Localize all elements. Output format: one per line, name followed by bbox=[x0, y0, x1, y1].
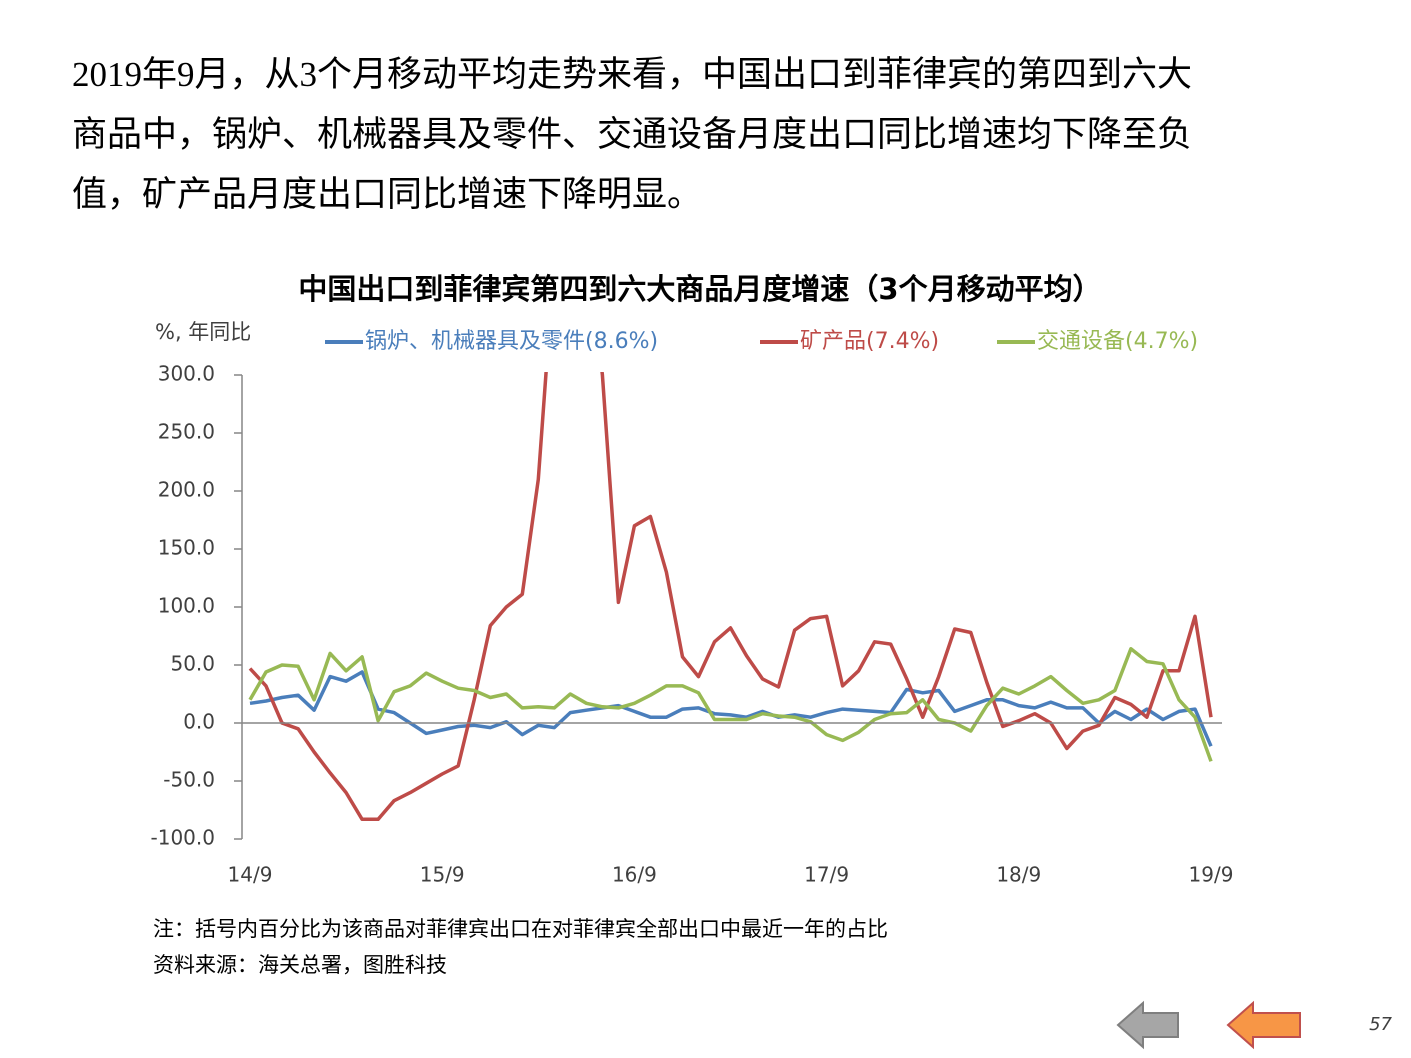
x-tick-label: 14/9 bbox=[228, 863, 273, 887]
y-tick-label: 300.0 bbox=[158, 362, 215, 386]
x-tick-label: 18/9 bbox=[996, 863, 1041, 887]
x-tick-label: 19/9 bbox=[1189, 863, 1234, 887]
y-tick-label: -50.0 bbox=[163, 768, 215, 792]
y-tick-label: 100.0 bbox=[158, 594, 215, 618]
paragraph-line: 商品中，锅炉、机械器具及零件、交通设备月度出口同比增速均下降至负 bbox=[72, 115, 1192, 154]
y-tick-label: 50.0 bbox=[170, 652, 215, 676]
prev-button[interactable] bbox=[1116, 1000, 1179, 1050]
paragraph-line: 值，矿产品月度出口同比增速下降明显。 bbox=[72, 175, 702, 214]
y-tick-label: 150.0 bbox=[158, 536, 215, 560]
y-tick-label: 0.0 bbox=[183, 710, 215, 734]
y-tick-label: -100.0 bbox=[151, 826, 215, 850]
y-tick-label: 250.0 bbox=[158, 420, 215, 444]
y-axis-label: %, 年同比 bbox=[155, 320, 251, 344]
y-tick-label: 200.0 bbox=[158, 478, 215, 502]
page-number: 57 bbox=[1369, 1014, 1392, 1035]
series-line bbox=[248, 647, 1213, 762]
chart-title: 中国出口到菲律宾第四到六大商品月度增速（3个月移动平均） bbox=[298, 272, 1101, 306]
x-tick-label: 16/9 bbox=[612, 863, 657, 887]
series-line bbox=[249, 670, 1213, 747]
legend-label: 矿产品(7.4%) bbox=[800, 329, 939, 354]
source: 资料来源：海关总署，图胜科技 bbox=[153, 953, 447, 977]
paragraph-line: 2019年9月，从3个月移动平均走势来看，中国出口到菲律宾的第四到六大 bbox=[72, 55, 1192, 94]
note: 注：括号内百分比为该商品对菲律宾出口在对菲律宾全部出口中最近一年的占比 bbox=[153, 917, 888, 941]
x-tick-label: 15/9 bbox=[420, 863, 465, 887]
legend-label: 交通设备(4.7%) bbox=[1037, 329, 1198, 354]
x-tick-label: 17/9 bbox=[804, 863, 849, 887]
next-button[interactable] bbox=[1226, 1000, 1301, 1050]
legend-label: 锅炉、机械器具及零件(8.6%) bbox=[365, 329, 658, 354]
